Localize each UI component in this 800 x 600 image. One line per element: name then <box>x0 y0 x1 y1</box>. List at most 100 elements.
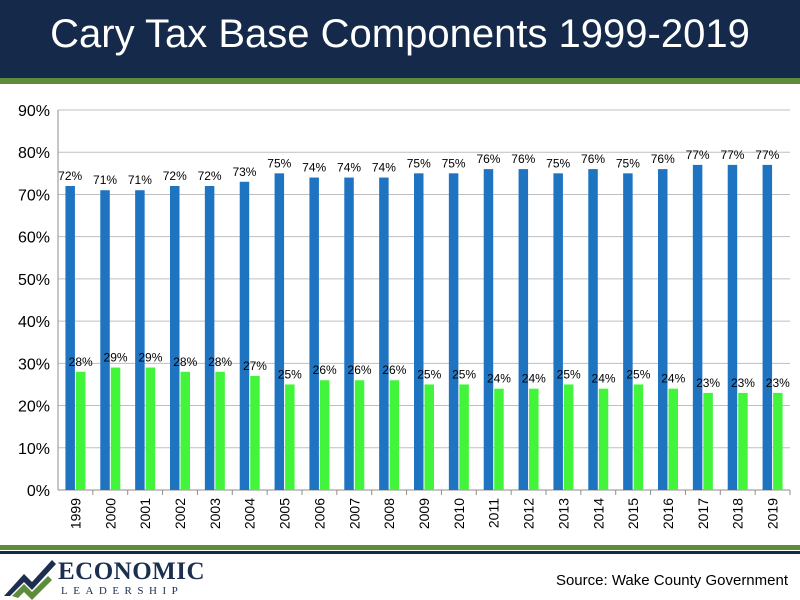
y-tick-label: 80% <box>18 145 50 162</box>
bar <box>762 164 773 490</box>
bar <box>274 173 285 490</box>
data-label: 72% <box>163 169 187 183</box>
bar <box>145 367 156 490</box>
data-label: 25% <box>278 367 302 381</box>
bar <box>563 384 574 490</box>
bar <box>668 388 678 490</box>
data-label: 75% <box>546 156 570 170</box>
x-tick-label: 2014 <box>590 498 606 529</box>
bar <box>379 177 389 491</box>
bar <box>204 186 215 490</box>
data-label: 74% <box>302 161 326 175</box>
data-label: 75% <box>442 156 466 170</box>
x-tick-label: 2012 <box>521 498 537 529</box>
bar-chart: 0% 10% 20% 30% 40% 50% 60% 70% 80% 90% 72% 28% 1999 7… <box>18 103 791 529</box>
data-label: 26% <box>348 363 372 377</box>
bar <box>692 164 703 490</box>
bar <box>239 181 250 490</box>
data-label: 26% <box>313 363 337 377</box>
data-label: 73% <box>232 165 256 179</box>
bar <box>529 388 539 490</box>
bar <box>250 376 260 490</box>
bar <box>389 380 400 490</box>
x-tick-label: 2004 <box>242 498 258 529</box>
y-tick-label: 90% <box>18 103 50 120</box>
data-label: 74% <box>372 161 396 175</box>
data-label: 28% <box>208 355 232 369</box>
data-label: 23% <box>766 376 790 390</box>
data-label: 24% <box>661 372 685 386</box>
bar <box>738 392 748 490</box>
bar <box>424 384 434 490</box>
data-label: 25% <box>452 367 476 381</box>
x-tick-label: 2005 <box>277 498 293 529</box>
y-tick-label: 20% <box>18 399 50 416</box>
data-label: 23% <box>696 376 720 390</box>
x-tick-label: 2017 <box>695 498 711 529</box>
logo-mark-icon <box>4 560 56 600</box>
data-label: 29% <box>138 351 162 365</box>
data-label: 26% <box>382 363 406 377</box>
logo-word: ECONOMIC <box>58 558 206 585</box>
x-tick-label: 2015 <box>625 498 641 529</box>
x-tick-label: 2018 <box>730 498 746 529</box>
page-title: Cary Tax Base Components 1999-2019 <box>50 12 750 56</box>
x-tick-label: 2007 <box>346 498 362 529</box>
bar <box>170 186 180 490</box>
x-tick-label: 2011 <box>486 498 502 528</box>
y-tick-label: 10% <box>18 441 50 458</box>
data-label: 77% <box>720 148 744 162</box>
bar <box>344 177 354 491</box>
data-label: 76% <box>511 152 535 166</box>
data-label: 74% <box>337 161 361 175</box>
data-label: 24% <box>522 372 546 386</box>
x-tick-label: 2001 <box>137 498 153 529</box>
data-label: 25% <box>417 367 441 381</box>
bar <box>448 173 459 490</box>
bar <box>623 173 633 490</box>
bar <box>658 169 668 490</box>
bar <box>354 380 365 490</box>
data-label: 23% <box>731 376 755 390</box>
source-note: Source: Wake County Government <box>555 572 788 589</box>
bar <box>633 384 644 490</box>
data-label: 75% <box>616 156 640 170</box>
bar <box>414 173 424 490</box>
y-tick-label: 0% <box>27 483 50 500</box>
bar <box>773 392 783 490</box>
data-label: 75% <box>267 156 291 170</box>
data-label: 76% <box>581 152 605 166</box>
data-label: 25% <box>626 367 650 381</box>
y-tick-label: 70% <box>18 187 50 204</box>
x-tick-label: 2013 <box>555 498 571 529</box>
y-tick-label: 40% <box>18 314 50 331</box>
bar <box>727 164 738 490</box>
bar <box>494 388 504 490</box>
data-label: 29% <box>104 351 128 365</box>
x-tick-label: 2008 <box>381 498 397 529</box>
data-label: 77% <box>686 148 710 162</box>
data-label: 28% <box>69 355 93 369</box>
data-label: 24% <box>487 372 511 386</box>
data-label: 71% <box>93 173 117 187</box>
logo-subtitle: LEADERSHIP <box>61 585 184 597</box>
x-tick-label: 2019 <box>765 498 781 529</box>
x-tick-label: 2000 <box>102 498 118 529</box>
data-label: 72% <box>198 169 222 183</box>
bar <box>180 371 190 490</box>
data-label: 76% <box>476 152 500 166</box>
bar <box>100 190 110 490</box>
bar <box>65 186 75 490</box>
y-tick-label: 60% <box>18 230 50 247</box>
title-accent-line <box>0 78 800 84</box>
bar <box>215 371 225 490</box>
data-label: 77% <box>755 148 779 162</box>
bar <box>588 169 598 490</box>
y-tick-label: 30% <box>18 356 50 373</box>
bar <box>75 371 86 490</box>
bar <box>598 388 609 490</box>
title-bar: Cary Tax Base Components 1999-2019 <box>0 0 800 78</box>
bar <box>459 384 469 490</box>
data-label: 76% <box>651 152 675 166</box>
bar <box>703 392 713 490</box>
